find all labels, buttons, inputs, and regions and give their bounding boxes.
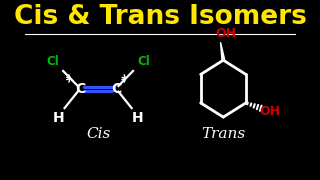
Text: Cis: Cis bbox=[86, 127, 110, 141]
Text: H: H bbox=[53, 111, 65, 125]
Text: Cl: Cl bbox=[137, 55, 150, 68]
Text: Cis & Trans Isomers: Cis & Trans Isomers bbox=[13, 4, 307, 30]
Text: C: C bbox=[75, 82, 85, 96]
Text: OH: OH bbox=[215, 27, 236, 40]
Text: H: H bbox=[132, 111, 143, 125]
Text: OH: OH bbox=[260, 105, 281, 118]
Text: C: C bbox=[111, 82, 121, 96]
Text: Trans: Trans bbox=[201, 127, 245, 141]
Polygon shape bbox=[220, 42, 225, 60]
Text: Cl: Cl bbox=[46, 55, 59, 68]
